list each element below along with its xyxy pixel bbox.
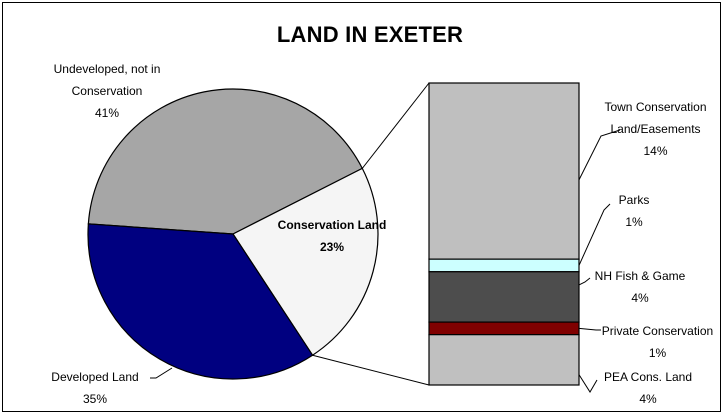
bar-label-pea-cons-land-percent: 4% (639, 392, 657, 406)
bar-segment-private-conservation (428, 321, 580, 336)
bar-label-pea-cons-land: PEA Cons. Land 4% (583, 366, 713, 410)
bar-leader-line-pea-cons-land (578, 374, 598, 393)
pie-slice-conservation-land (232, 167, 379, 357)
pie-label-undeveloped-not-in-conservation: Undeveloped, not in Conservation 41% (22, 58, 192, 124)
bar-label-private-conservation: Private Conservation 1% (590, 320, 725, 364)
bar-label-nh-fish-game: NH Fish & Game 4% (580, 265, 700, 309)
connector-line-top (361, 82, 430, 169)
bar-segment-pea-cons-land (428, 334, 580, 386)
bar-label-town-conservation-land-easements-text: Town Conservation (604, 100, 707, 114)
bar-leader-line-town-conservation-land-easements (578, 129, 621, 181)
pie-label-conservation-land: Conservation Land 23% (262, 214, 402, 258)
bar-label-parks-percent: 1% (625, 215, 643, 229)
pie-label-developed-land: Developed Land 35% (30, 366, 160, 410)
pie-label-developed-land-text: Developed Land (51, 370, 139, 384)
bar-leader-line-parks (578, 203, 611, 266)
chart-frame (2, 2, 721, 412)
bar-segment-nh-fish-game (428, 271, 580, 323)
pie-label-conservation-land-percent: 23% (319, 240, 345, 254)
bar-label-parks: Parks 1% (595, 189, 673, 233)
pie-slice-developed-land (87, 223, 314, 380)
bar-label-town-conservation-land-easements: Town Conservation Land/Easements 14% (588, 96, 723, 162)
pie-label-conservation-land-text: Conservation Land (277, 218, 387, 232)
pie-leader-line-developed-land (150, 367, 173, 379)
bar-label-private-conservation-percent: 1% (648, 346, 667, 360)
bar-label-pea-cons-land-text: PEA Cons. Land (603, 370, 693, 384)
bar-leader-line-private-conservation (578, 327, 601, 331)
bar-label-town-conservation-land-easements-percent: 14% (643, 144, 668, 158)
bar-label-town-conservation-land-easements-text: Land/Easements (610, 122, 701, 136)
bar-segment-parks (428, 258, 580, 273)
pie-label-undeveloped-not-in-conservation-text: Conservation (71, 84, 143, 98)
bar-label-nh-fish-game-text: NH Fish & Game (594, 269, 686, 283)
connector-line-bottom (312, 354, 430, 386)
bar-leader-line-nh-fish-game (578, 277, 591, 286)
bar-label-nh-fish-game-percent: 4% (631, 291, 649, 305)
pie-slice-undeveloped-not-in-conservation (87, 88, 364, 235)
bar-label-parks-text: Parks (618, 193, 650, 207)
pie-label-developed-land-percent: 35% (82, 392, 108, 406)
pie-label-undeveloped-not-in-conservation-text: Undeveloped, not in (53, 62, 161, 76)
bar-segment-town-conservation-land-easements (428, 82, 580, 260)
bar-label-private-conservation-text: Private Conservation (601, 324, 714, 338)
chart-title: LAND IN EXETER (276, 22, 464, 47)
pie-label-undeveloped-not-in-conservation-percent: 41% (94, 106, 120, 120)
